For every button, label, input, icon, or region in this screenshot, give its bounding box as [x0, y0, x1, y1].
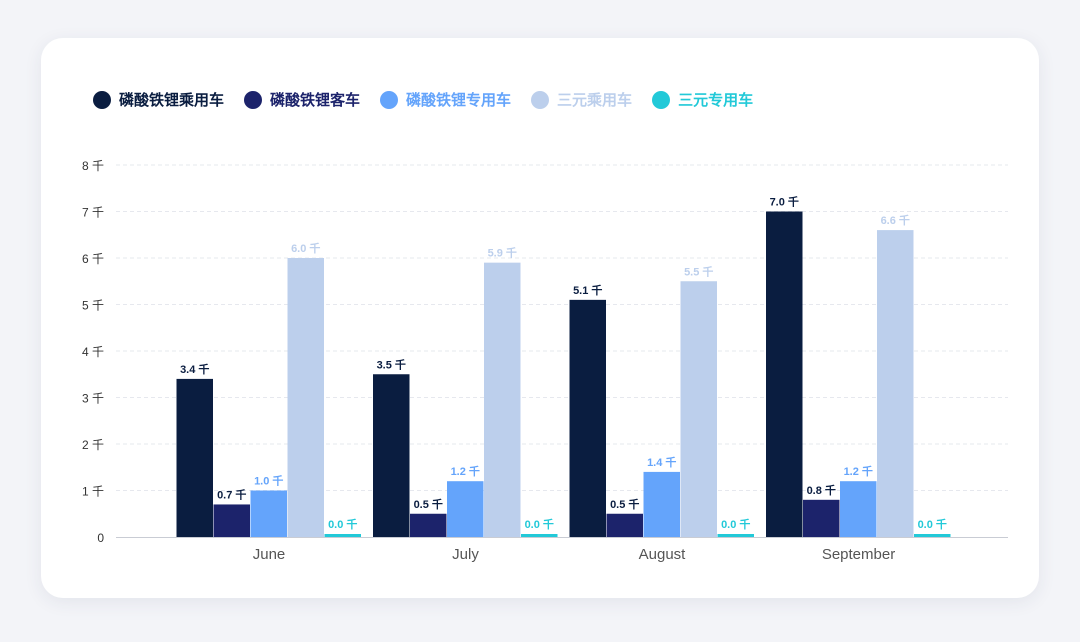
- y-tick-label: 7 千: [82, 206, 104, 220]
- legend-label: 磷酸铁锂乘用车: [119, 92, 225, 109]
- bar: [717, 534, 754, 537]
- bar: [803, 499, 840, 537]
- data-label: 3.5 千: [377, 357, 406, 371]
- data-label: 5.1 千: [573, 283, 602, 297]
- data-label: 1.0 千: [254, 474, 283, 488]
- y-tick-label: 3 千: [82, 392, 104, 406]
- y-tick-label: 8 千: [82, 159, 104, 173]
- bar: [287, 258, 324, 537]
- bar: [766, 211, 803, 537]
- legend-swatch: [652, 90, 671, 109]
- y-tick-label: 4 千: [82, 345, 104, 359]
- data-label: 5.5 千: [684, 264, 713, 278]
- legend-swatch: [93, 90, 111, 109]
- data-label: 0.5 千: [414, 497, 443, 511]
- legend-item[interactable]: 三元专用车: [652, 89, 753, 110]
- data-label: 7.0 千: [770, 195, 799, 209]
- x-tick-label: September: [822, 546, 895, 563]
- data-label: 0.0 千: [721, 517, 750, 531]
- bar: [176, 378, 213, 537]
- legend-swatch: [244, 90, 263, 109]
- bar: [680, 281, 717, 537]
- bar: [643, 471, 680, 537]
- legend-label: 磷酸铁锂专用车: [406, 92, 512, 109]
- legend-item[interactable]: 磷酸铁锂专用车: [380, 89, 511, 110]
- legend-label: 磷酸铁锂客车: [270, 92, 361, 109]
- bar: [840, 481, 877, 537]
- data-label: 5.9 千: [488, 246, 517, 260]
- y-tick-label: 0: [97, 531, 104, 545]
- bar: [447, 481, 484, 537]
- bar: [484, 262, 521, 537]
- data-label: 6.0 千: [291, 241, 320, 255]
- data-label: 0.0 千: [525, 517, 554, 531]
- bar: [877, 230, 914, 537]
- data-label: 0.8 千: [807, 483, 836, 497]
- bar: [213, 504, 250, 537]
- data-label: 1.2 千: [451, 464, 480, 478]
- x-tick-label: August: [639, 546, 687, 563]
- bar: [324, 534, 361, 537]
- bar: [521, 534, 558, 537]
- data-label: 1.2 千: [844, 464, 873, 478]
- x-tick-label: July: [452, 546, 479, 563]
- legend-label: 三元专用车: [678, 92, 754, 109]
- data-label: 0.7 千: [217, 487, 246, 501]
- legend-item[interactable]: 磷酸铁锂客车: [244, 89, 360, 110]
- data-label: 6.6 千: [881, 213, 910, 227]
- data-label: 3.4 千: [180, 362, 209, 376]
- legend-swatch: [380, 90, 399, 109]
- y-tick-label: 2 千: [82, 438, 104, 452]
- legend-label: 三元乘用车: [557, 92, 633, 109]
- chart-legend: 磷酸铁锂乘用车 磷酸铁锂客车 磷酸铁锂专用车 三元乘用车 三元专用车: [93, 89, 753, 110]
- bar: [250, 490, 287, 537]
- bar: [569, 299, 606, 537]
- data-label: 0.0 千: [918, 517, 947, 531]
- legend-item[interactable]: 磷酸铁锂乘用车: [93, 89, 224, 110]
- y-tick-label: 1 千: [82, 485, 104, 499]
- bar: [914, 534, 951, 537]
- bar: [373, 374, 410, 537]
- legend-item[interactable]: 三元乘用车: [531, 89, 632, 110]
- x-tick-label: June: [253, 546, 286, 563]
- legend-swatch: [531, 90, 550, 109]
- bar: [410, 513, 447, 537]
- y-tick-label: 5 千: [82, 299, 104, 313]
- bar: [606, 513, 643, 537]
- data-label: 0.0 千: [328, 517, 357, 531]
- data-label: 1.4 千: [647, 455, 676, 469]
- data-label: 0.5 千: [610, 497, 639, 511]
- y-tick-label: 6 千: [82, 252, 104, 266]
